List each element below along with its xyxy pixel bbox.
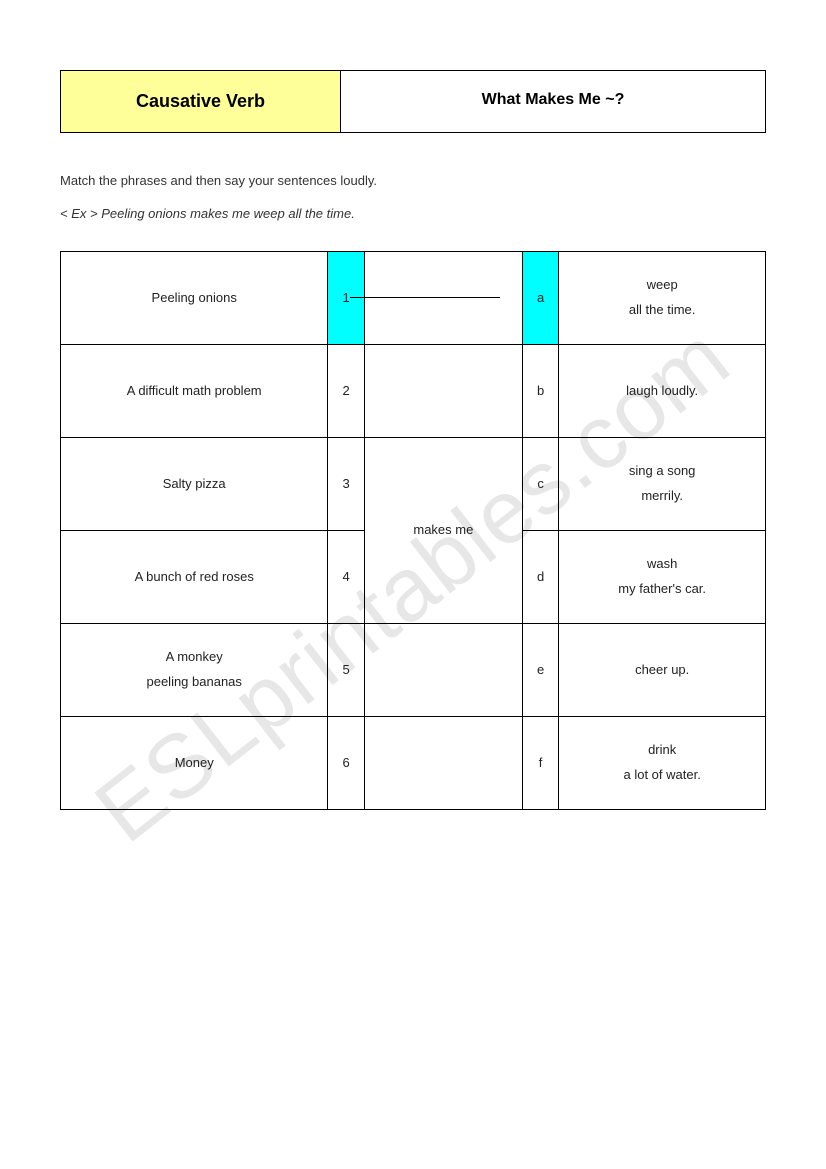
match-line <box>350 297 500 298</box>
right-letter: d <box>522 531 558 624</box>
table-row: Salty pizza 3 makes me c sing a songmerr… <box>61 438 766 531</box>
right-phrase: washmy father's car. <box>559 531 766 624</box>
middle-spacer <box>364 717 522 810</box>
left-number: 4 <box>328 531 364 624</box>
right-letter: a <box>522 252 558 345</box>
table-row: Peeling onions 1 a weepall the time. <box>61 252 766 345</box>
left-phrase: A monkeypeeling bananas <box>61 624 328 717</box>
left-number: 5 <box>328 624 364 717</box>
right-letter: e <box>522 624 558 717</box>
right-phrase: cheer up. <box>559 624 766 717</box>
middle-spacer <box>364 624 522 717</box>
left-number: 6 <box>328 717 364 810</box>
left-number: 1 <box>328 252 364 345</box>
left-number: 3 <box>328 438 364 531</box>
exercise-area: Peeling onions 1 a weepall the time. A d… <box>60 251 766 810</box>
exercise-table: Peeling onions 1 a weepall the time. A d… <box>60 251 766 810</box>
header-row: Causative Verb What Makes Me ~? <box>60 70 766 133</box>
right-letter: f <box>522 717 558 810</box>
header-left: Causative Verb <box>61 71 341 132</box>
right-phrase: drinka lot of water. <box>559 717 766 810</box>
left-phrase: Salty pizza <box>61 438 328 531</box>
left-phrase: Money <box>61 717 328 810</box>
left-phrase: A difficult math problem <box>61 345 328 438</box>
right-letter: c <box>522 438 558 531</box>
worksheet-page: Causative Verb What Makes Me ~? Match th… <box>0 0 826 850</box>
middle-spacer <box>364 345 522 438</box>
right-phrase: laugh loudly. <box>559 345 766 438</box>
middle-text: makes me <box>364 438 522 624</box>
middle-spacer <box>364 252 522 345</box>
right-phrase: sing a songmerrily. <box>559 438 766 531</box>
header-right: What Makes Me ~? <box>341 71 765 132</box>
table-row: A difficult math problem 2 b laugh loudl… <box>61 345 766 438</box>
table-row: Money 6 f drinka lot of water. <box>61 717 766 810</box>
left-phrase: Peeling onions <box>61 252 328 345</box>
right-phrase: weepall the time. <box>559 252 766 345</box>
table-row: A monkeypeeling bananas 5 e cheer up. <box>61 624 766 717</box>
left-number: 2 <box>328 345 364 438</box>
right-letter: b <box>522 345 558 438</box>
example-text: < Ex > Peeling onions makes me weep all … <box>60 206 766 221</box>
instructions-text: Match the phrases and then say your sent… <box>60 173 766 188</box>
left-phrase: A bunch of red roses <box>61 531 328 624</box>
